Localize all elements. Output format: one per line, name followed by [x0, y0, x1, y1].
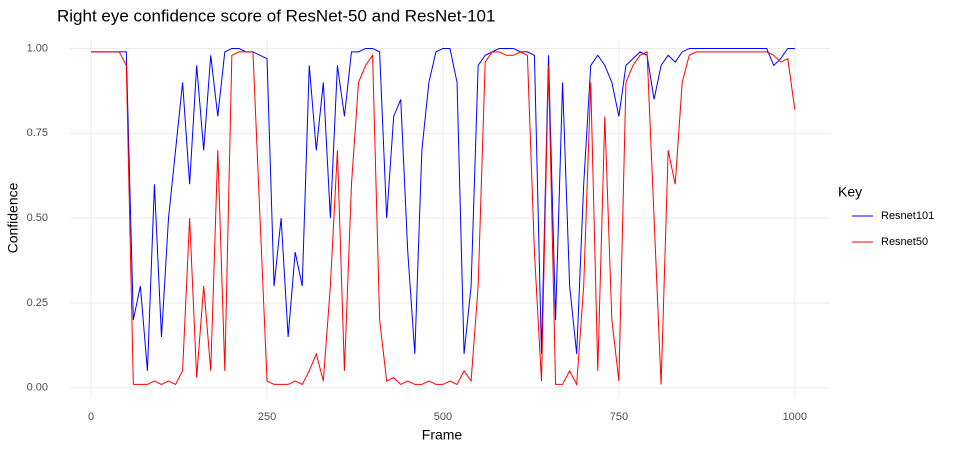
- legend: Resnet101 Resnet50: [852, 210, 934, 248]
- x-tick-label: 750: [610, 411, 628, 423]
- x-tick-label: 0: [88, 411, 94, 423]
- y-axis-label: Confidence: [5, 182, 21, 253]
- y-tick-label: 0.25: [27, 297, 48, 309]
- x-tick-label: 250: [258, 411, 276, 423]
- legend-label: Resnet101: [881, 210, 934, 222]
- y-tick-label: 1.00: [27, 42, 48, 54]
- x-axis-label: Frame: [422, 427, 463, 443]
- legend-label: Resnet50: [881, 236, 928, 248]
- series-line: [91, 51, 796, 387]
- y-tick-label: 0.00: [27, 382, 48, 394]
- y-tick-label: 0.50: [27, 212, 48, 224]
- x-tick-label: 500: [434, 411, 452, 423]
- legend-title: Key: [838, 184, 862, 200]
- series-line: [91, 47, 795, 371]
- plot-lines: [91, 47, 796, 387]
- chart-title: Right eye confidence score of ResNet-50 …: [57, 6, 495, 25]
- y-tick-label: 0.75: [27, 127, 48, 139]
- x-tick-label: 1000: [783, 411, 807, 423]
